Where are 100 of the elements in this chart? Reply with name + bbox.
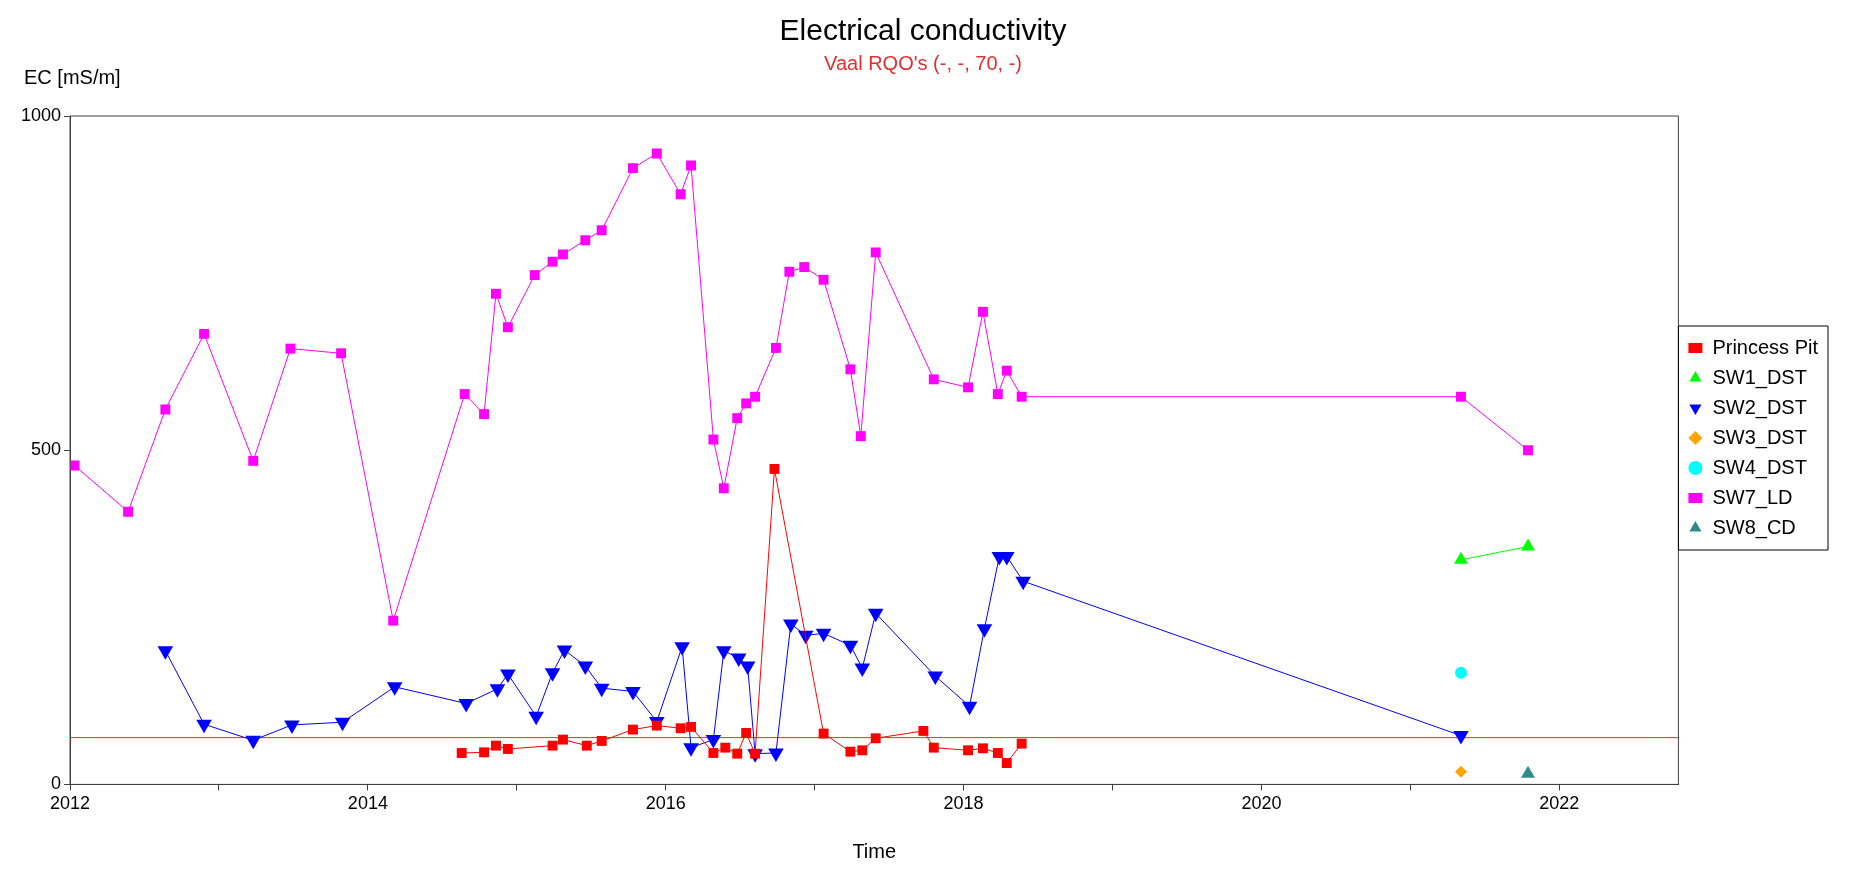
point — [870, 733, 881, 744]
point — [720, 742, 731, 753]
legend-label: SW3_DST — [1712, 425, 1807, 449]
point — [248, 455, 259, 466]
legend-label: SW1_DST — [1712, 365, 1807, 389]
y-tick-label: 1000 — [21, 104, 62, 125]
point — [963, 745, 973, 756]
point — [547, 740, 558, 751]
point — [705, 735, 722, 749]
point — [491, 288, 501, 299]
point — [388, 615, 399, 626]
point — [157, 646, 174, 660]
point — [577, 661, 594, 676]
point — [842, 640, 859, 655]
point — [547, 256, 558, 267]
y-tick-label: 500 — [31, 439, 62, 460]
point — [558, 734, 568, 745]
x-tick-label: 2016 — [645, 793, 686, 814]
point — [845, 364, 856, 375]
point — [1001, 365, 1012, 376]
point — [1453, 731, 1469, 745]
point — [1016, 738, 1027, 749]
point — [285, 343, 296, 354]
point — [992, 748, 1003, 758]
point — [502, 322, 513, 333]
point — [596, 225, 607, 236]
point — [686, 721, 696, 732]
point — [686, 160, 696, 171]
point — [1454, 666, 1467, 679]
point — [741, 398, 752, 409]
point — [716, 646, 732, 660]
x-tick-label: 2020 — [1241, 793, 1282, 814]
point — [675, 723, 686, 734]
legend-label: Princess Pit — [1712, 335, 1819, 358]
legend-label: SW4_DST — [1712, 455, 1807, 479]
point — [867, 608, 884, 623]
point — [928, 742, 939, 753]
point — [479, 747, 489, 758]
x-axis-title: Time — [852, 839, 897, 862]
point — [750, 391, 761, 402]
point — [1523, 445, 1533, 456]
legend-label: SW2_DST — [1712, 395, 1807, 419]
x-tick-label: 2022 — [1539, 793, 1580, 814]
point — [529, 270, 540, 281]
point — [784, 266, 795, 277]
point — [544, 668, 561, 682]
point — [815, 628, 832, 643]
point — [1456, 391, 1466, 402]
point — [593, 683, 610, 698]
point — [992, 389, 1003, 399]
point — [456, 748, 467, 758]
point — [928, 374, 939, 385]
point — [977, 743, 988, 754]
point — [489, 684, 506, 698]
point — [651, 148, 662, 159]
point — [732, 413, 743, 424]
point — [528, 711, 544, 726]
point — [479, 409, 489, 420]
point — [1016, 391, 1027, 402]
point — [718, 483, 729, 494]
point — [857, 745, 868, 756]
point — [730, 653, 747, 668]
point — [741, 727, 752, 738]
point — [927, 671, 944, 686]
point — [854, 663, 871, 678]
point — [1454, 765, 1467, 778]
point — [558, 249, 568, 260]
point — [708, 434, 719, 445]
point — [976, 624, 993, 638]
point — [580, 235, 591, 246]
point — [845, 746, 856, 757]
point — [458, 699, 474, 713]
point — [500, 669, 516, 684]
point — [708, 748, 719, 758]
point — [199, 328, 210, 339]
x-tick-label: 2012 — [50, 793, 91, 814]
legend-label: SW7_LD — [1712, 485, 1793, 509]
point — [336, 348, 347, 359]
point — [386, 682, 403, 696]
y-tick-label: 0 — [51, 773, 62, 794]
point — [918, 725, 929, 736]
point — [628, 724, 638, 735]
point — [770, 342, 781, 353]
point — [596, 736, 607, 746]
point — [245, 735, 262, 750]
point — [977, 306, 988, 317]
point — [818, 274, 829, 285]
point — [783, 619, 799, 633]
point — [625, 686, 641, 701]
point — [123, 506, 134, 517]
point — [870, 247, 881, 258]
point — [818, 728, 829, 739]
point — [963, 382, 973, 393]
point — [284, 720, 300, 734]
x-tick-label: 2018 — [943, 793, 984, 814]
point — [855, 431, 866, 442]
legend-label: SW8_CD — [1712, 515, 1796, 539]
y-axis-title: EC [mS/m] — [24, 65, 121, 88]
point — [556, 645, 573, 660]
chart-title: Electrical conductivity — [779, 13, 1067, 47]
